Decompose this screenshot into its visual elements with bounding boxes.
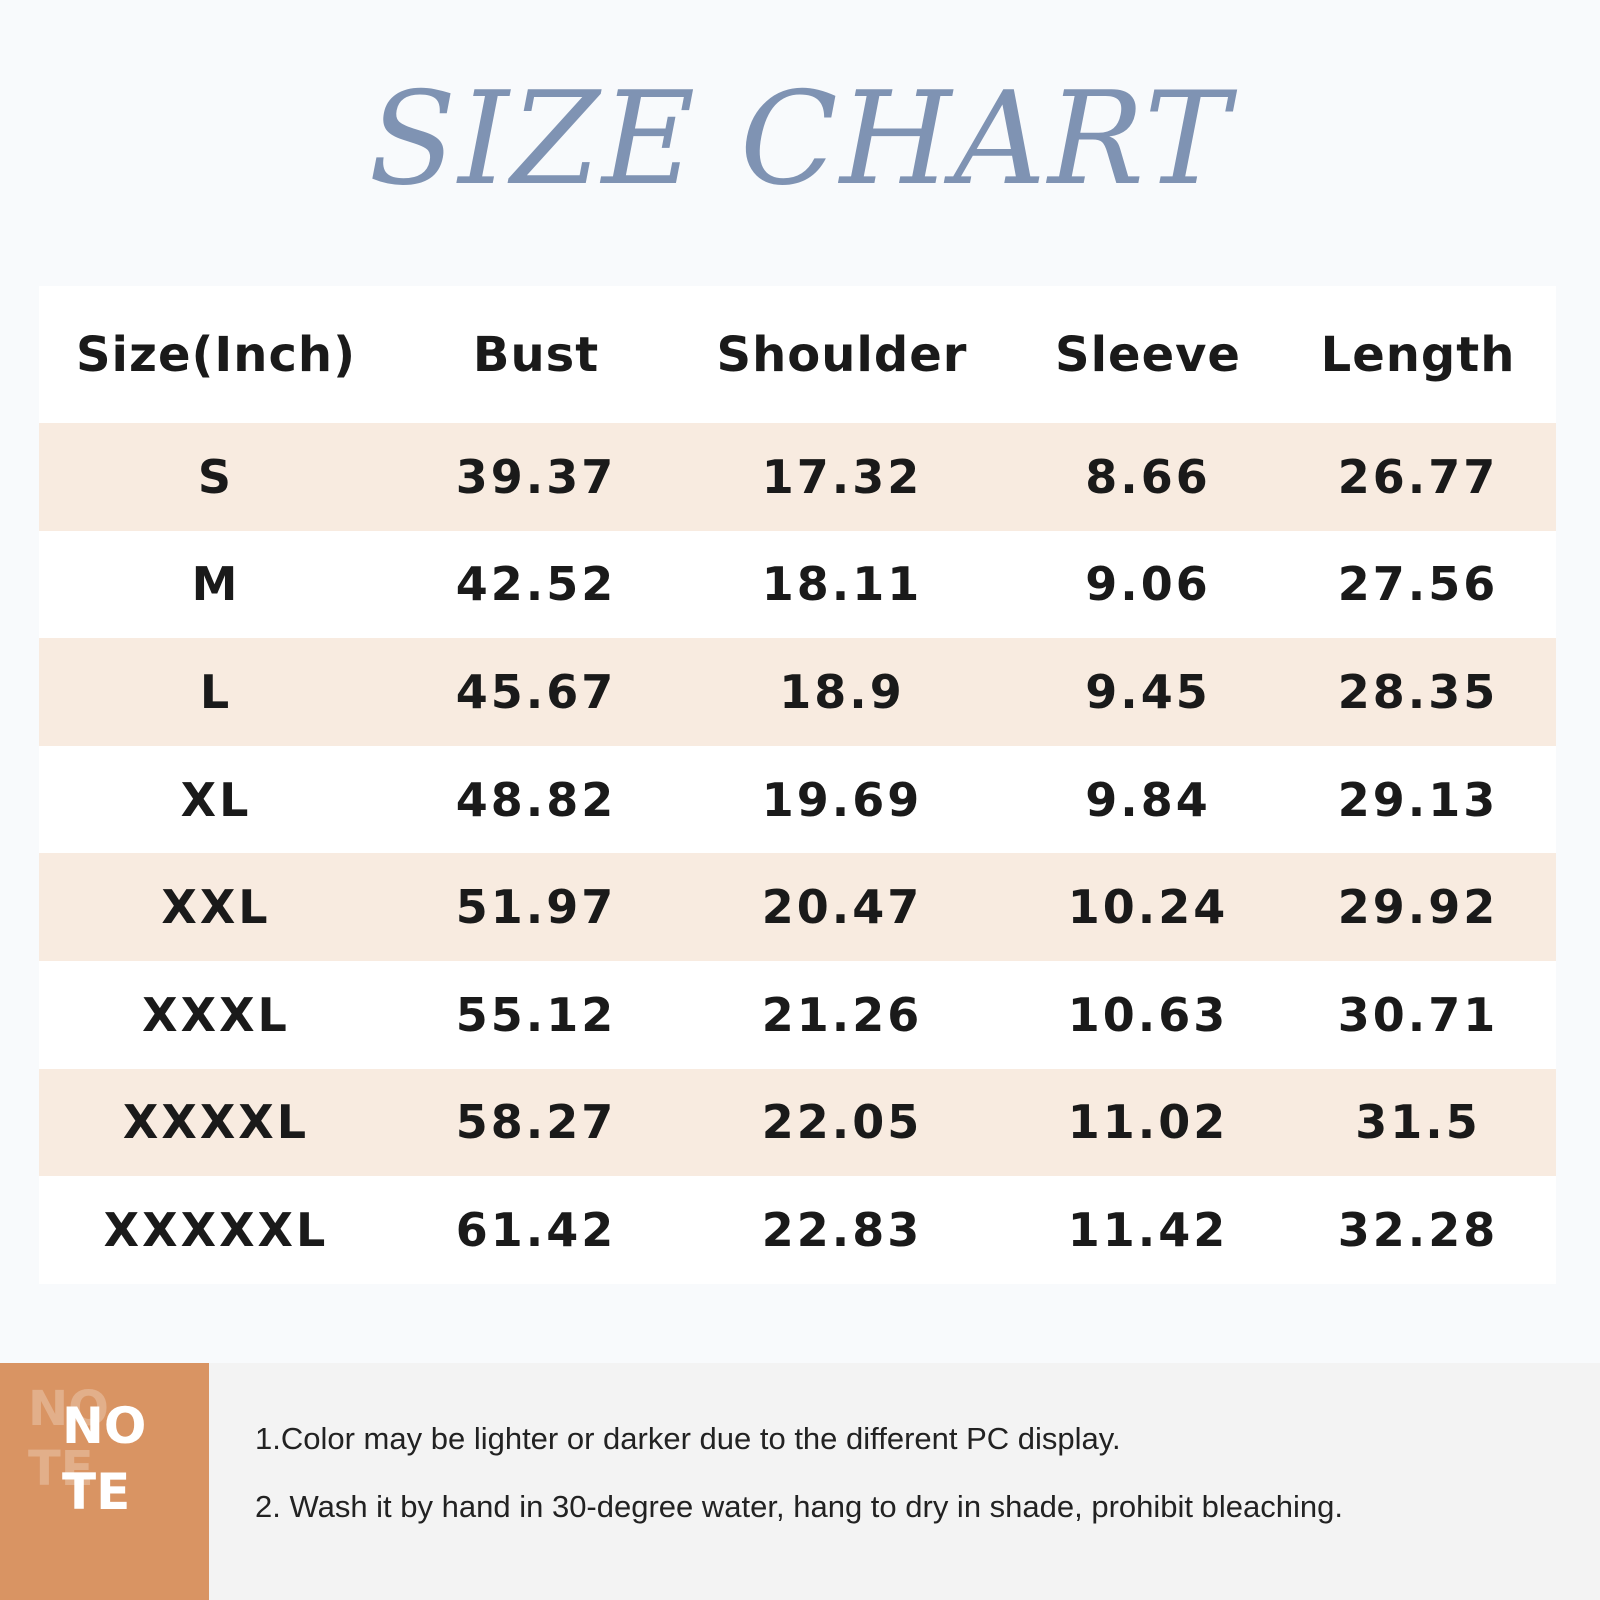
cell-shoulder: 19.69 [761, 772, 923, 827]
cell-sleeve: 9.84 [1085, 772, 1211, 827]
cell-sleeve: 10.63 [1067, 987, 1229, 1042]
header-size: Size(Inch) [75, 326, 357, 383]
table-row: S 39.37 17.32 8.66 26.77 [39, 423, 1556, 531]
table-row: XXXXXL 61.42 22.83 11.42 32.28 [39, 1176, 1556, 1284]
table-row: XXXXL 58.27 22.05 11.02 31.5 [39, 1068, 1556, 1177]
cell-size: XXXXL [122, 1095, 310, 1150]
cell-bust: 61.42 [455, 1202, 617, 1257]
note-line-1: 1.Color may be lighter or darker due to … [255, 1421, 1121, 1456]
table-row: XXXL 55.12 21.26 10.63 30.71 [39, 961, 1556, 1069]
note-badge: NO TE NO TE [0, 1363, 209, 1600]
cell-sleeve: 11.42 [1067, 1202, 1229, 1257]
cell-shoulder: 18.9 [779, 664, 905, 719]
page-title: SIZE CHART [368, 65, 1232, 214]
note-section: NO TE NO TE 1.Color may be lighter or dark… [0, 1363, 1600, 1600]
cell-length: 28.35 [1337, 664, 1499, 719]
cell-bust: 42.52 [455, 557, 617, 612]
cell-bust: 45.67 [455, 664, 617, 719]
cell-shoulder: 20.47 [761, 880, 923, 935]
cell-size: S [197, 449, 235, 504]
header-shoulder: Shoulder [716, 326, 968, 383]
cell-size: XXXL [142, 987, 290, 1042]
cell-length: 26.77 [1337, 449, 1499, 504]
cell-length: 27.56 [1337, 557, 1499, 612]
cell-bust: 51.97 [455, 880, 617, 935]
header-length: Length [1320, 326, 1516, 383]
cell-shoulder: 18.11 [761, 557, 923, 612]
cell-sleeve: 10.24 [1067, 880, 1229, 935]
note-line-2: 2. Wash it by hand in 30-degree water, h… [255, 1489, 1343, 1524]
cell-size: XXXXXL [103, 1202, 329, 1257]
cell-bust: 55.12 [455, 987, 617, 1042]
cell-size: XXL [161, 880, 271, 935]
cell-shoulder: 22.05 [761, 1095, 923, 1150]
note-badge-ghost-text: NO TE [28, 1381, 109, 1497]
header-sleeve: Sleeve [1055, 326, 1241, 383]
header-bust: Bust [472, 326, 600, 383]
size-table: Size(Inch) Bust Shoulder Sleeve Length S… [39, 286, 1556, 1284]
cell-length: 31.5 [1355, 1095, 1481, 1150]
cell-length: 29.13 [1337, 772, 1499, 827]
cell-size: M [191, 557, 241, 612]
cell-bust: 48.82 [455, 772, 617, 827]
table-row: XL 48.82 19.69 9.84 29.13 [39, 746, 1556, 854]
cell-length: 30.71 [1337, 987, 1499, 1042]
cell-length: 29.92 [1337, 880, 1499, 935]
cell-shoulder: 22.83 [761, 1202, 923, 1257]
table-row: XXL 51.97 20.47 10.24 29.92 [39, 853, 1556, 961]
table-header: Size(Inch) Bust Shoulder Sleeve Length [39, 286, 1556, 423]
cell-sleeve: 9.45 [1085, 664, 1211, 719]
cell-shoulder: 17.32 [761, 449, 923, 504]
table-row: M 42.52 18.11 9.06 27.56 [39, 531, 1556, 639]
cell-sleeve: 8.66 [1085, 449, 1211, 504]
cell-sleeve: 11.02 [1067, 1095, 1229, 1150]
cell-bust: 58.27 [455, 1095, 617, 1150]
cell-size: L [199, 664, 233, 719]
cell-length: 32.28 [1337, 1202, 1499, 1257]
table-row: L 45.67 18.9 9.45 28.35 [39, 638, 1556, 746]
cell-bust: 39.37 [455, 449, 617, 504]
cell-size: XL [180, 772, 252, 827]
cell-sleeve: 9.06 [1085, 557, 1211, 612]
cell-shoulder: 21.26 [761, 987, 923, 1042]
note-badge-text: NO TE [62, 1397, 147, 1521]
